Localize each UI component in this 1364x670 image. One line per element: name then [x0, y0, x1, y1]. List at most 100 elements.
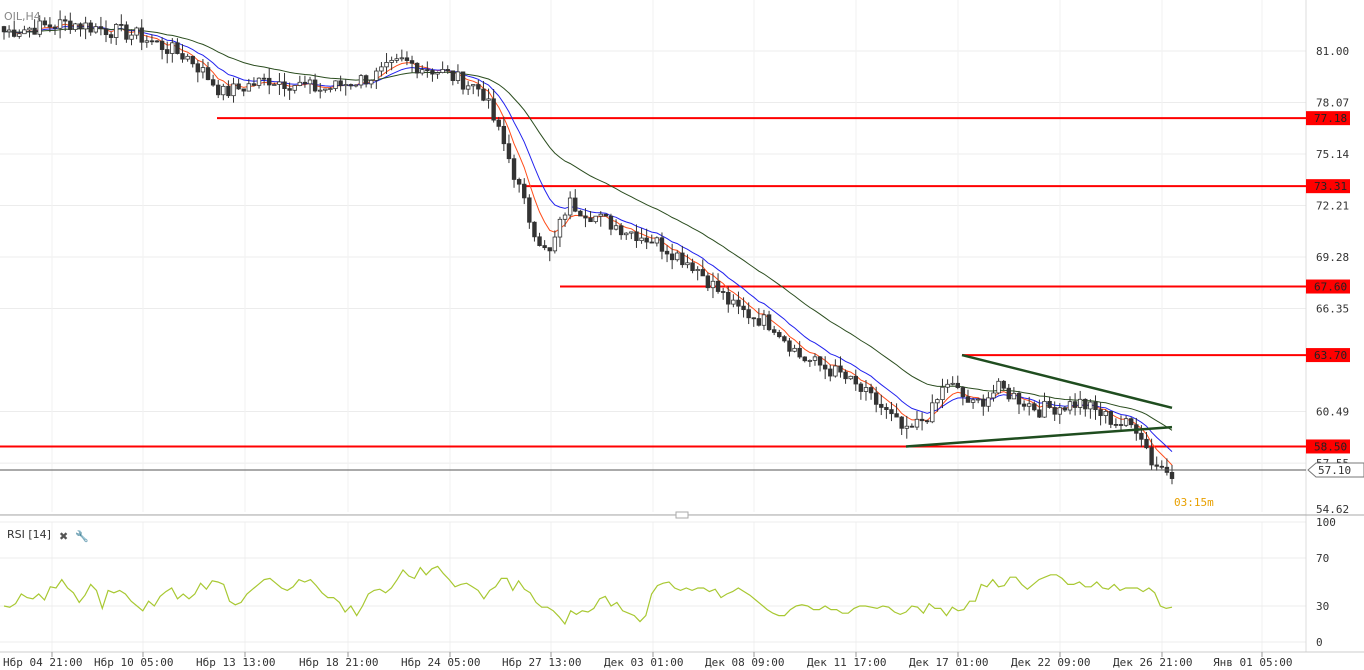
candle-down	[1099, 410, 1103, 416]
price-tick-label: 66.35	[1316, 303, 1349, 316]
candle-up	[329, 89, 333, 90]
candle-down	[609, 216, 613, 229]
candle-up	[466, 86, 470, 89]
candle-down	[12, 30, 16, 36]
candle-up	[905, 426, 909, 428]
candle-down	[660, 238, 664, 251]
candle-down	[191, 56, 195, 63]
candle-up	[247, 84, 251, 91]
ma-slow-line	[4, 29, 1172, 431]
candle-up	[563, 215, 567, 219]
candle-down	[160, 41, 164, 49]
candle-up	[344, 84, 348, 85]
price-axis: 81.0078.0775.1472.2169.2866.3560.4957.55…	[1316, 45, 1349, 649]
candle-down	[288, 89, 292, 91]
current-price-label: 57.10	[1318, 464, 1351, 477]
candle-down	[1038, 410, 1042, 417]
candle-down	[227, 86, 231, 95]
current-price-marker: 57.10	[0, 463, 1364, 477]
candle-up	[864, 388, 868, 392]
candle-up	[7, 30, 11, 32]
candle-up	[732, 300, 736, 304]
candle-down	[890, 410, 894, 414]
candle-down	[482, 89, 486, 100]
candle-down	[99, 27, 103, 29]
candle-down	[522, 184, 526, 198]
candle-down	[1083, 399, 1087, 409]
candle-up	[599, 214, 603, 216]
candle-up	[1012, 393, 1016, 399]
candle-up	[808, 360, 812, 361]
candle-up	[1078, 399, 1082, 407]
candle-up	[471, 85, 475, 86]
candle-up	[375, 71, 379, 80]
candle-down	[1094, 402, 1098, 410]
candle-up	[487, 99, 491, 100]
candle-down	[1053, 408, 1057, 415]
candle-down	[53, 27, 57, 28]
candle-up	[997, 381, 1001, 393]
candle-down	[752, 318, 756, 319]
price-tick-label: 72.21	[1316, 200, 1349, 213]
time-axis: Нбр 04 21:00 Нбр 10 05:00 Нбр 13 13:00 Нбр …	[3, 652, 1292, 669]
candle-down	[854, 376, 858, 384]
candle-up	[849, 376, 853, 378]
candle-down	[956, 383, 960, 387]
candle-down	[43, 21, 47, 25]
candle-down	[492, 99, 496, 120]
candle-down	[446, 69, 450, 70]
close-icon[interactable]: ✖	[59, 530, 68, 543]
candle-down	[772, 330, 776, 333]
candle-up	[951, 383, 955, 384]
candle-down	[1145, 439, 1149, 447]
rsi-line	[4, 566, 1172, 624]
candle-down	[283, 82, 287, 89]
candle-up	[273, 84, 277, 85]
moving-averages	[4, 24, 1172, 465]
lower-trendline[interactable]	[906, 427, 1172, 446]
candle-down	[2, 27, 6, 32]
candle-down	[216, 85, 220, 95]
candle-down	[242, 89, 246, 91]
ma-fast-line	[4, 24, 1172, 465]
candle-down	[426, 70, 430, 71]
candle-up	[222, 86, 226, 94]
candle-up	[390, 60, 394, 62]
candle-down	[925, 421, 929, 422]
candle-down	[573, 198, 577, 211]
candle-down	[237, 84, 241, 89]
candle-down	[788, 341, 792, 351]
candle-down	[313, 80, 317, 91]
candle-down	[1129, 419, 1133, 425]
candle-down	[777, 332, 781, 336]
candle-down	[920, 419, 924, 420]
candle-up	[201, 68, 205, 72]
candle-up	[1068, 402, 1072, 410]
candle-up	[686, 263, 690, 265]
candle-down	[303, 82, 307, 84]
wrench-icon[interactable]: 🔧	[75, 529, 89, 543]
candle-down	[181, 54, 185, 60]
candle-down	[839, 366, 843, 372]
candle-down	[818, 357, 822, 365]
bar-timer: 03:15m	[1174, 496, 1214, 509]
candle-down	[165, 50, 169, 54]
pane-resize-handle[interactable]	[676, 512, 688, 518]
candle-down	[900, 417, 904, 428]
candle-down	[140, 28, 144, 42]
candle-down	[579, 211, 583, 216]
candle-down	[584, 216, 588, 218]
candle-down	[1073, 402, 1077, 408]
candle-up	[655, 238, 659, 243]
candle-down	[1032, 404, 1036, 410]
candle-down	[155, 41, 159, 42]
candle-down	[665, 251, 669, 254]
candle-up	[793, 348, 797, 351]
candle-down	[109, 35, 113, 38]
candle-up	[711, 281, 715, 287]
candle-down	[33, 28, 37, 34]
candle-up	[23, 30, 27, 34]
candle-down	[757, 319, 761, 326]
candle-down	[1017, 393, 1021, 404]
